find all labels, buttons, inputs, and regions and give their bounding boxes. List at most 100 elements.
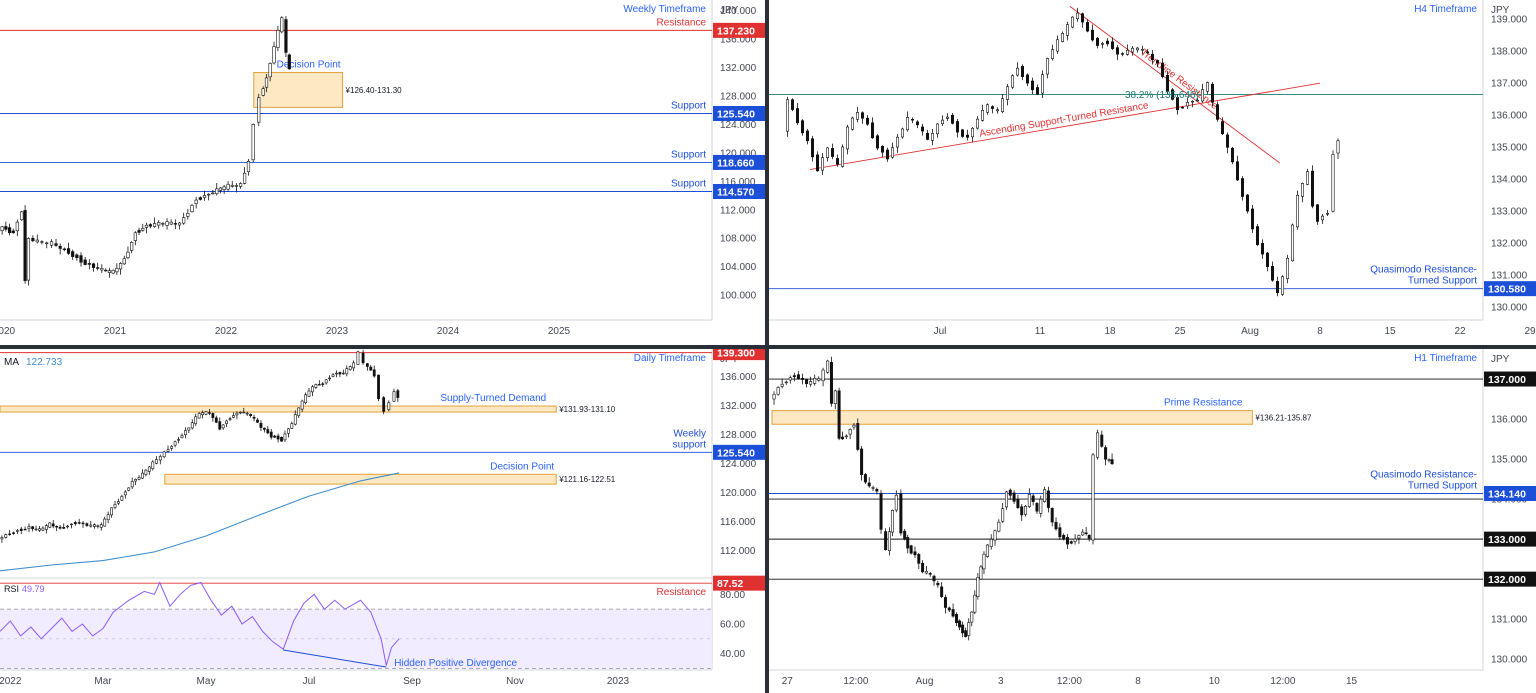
y-tick-label: 140.000 [720,6,757,17]
candle-body [0,226,4,231]
candle-body [256,419,259,423]
x-tick-label: Aug [1241,326,1259,337]
candle-body [1160,62,1164,77]
candle-body [1069,541,1073,544]
x-tick-label: 2022 [215,326,238,337]
level-tag-value: 139.300 [717,349,755,360]
weekly-chart-svg[interactable]: JPY Weekly Timeframe 140.000 136.000 132.000… [0,0,765,345]
x-tick-label: 2023 [607,676,630,687]
candle-body [1115,47,1119,55]
candle-body [1031,495,1035,502]
candle-body [392,391,396,402]
candle-body [12,532,15,534]
candle-body [166,449,170,452]
candle-body [311,386,314,393]
candle-body [230,184,234,187]
rsi-resistance-tag: 87.52 [717,578,743,590]
candle-body [0,537,4,540]
candle-body [162,451,166,458]
candle-body [208,412,211,414]
candle-body [120,495,124,501]
y-tick-label: 128.000 [720,430,757,441]
level-label: Support [671,179,706,190]
candle-body [947,607,951,611]
candle-body [158,456,162,461]
y-tick-label: 132.000 [720,63,757,74]
daily-chart-panel[interactable]: JPYDaily Timeframe136.000132.000128.0001… [0,349,765,693]
candle-body [996,109,1000,112]
candle-body [881,145,885,153]
level-tag-bg [713,22,765,38]
candle-body [1024,506,1028,515]
candle-body [155,459,158,464]
candle-body [1006,86,1010,100]
candle-body [1305,171,1309,185]
level-tag-value: 132.000 [1488,574,1526,586]
candle-body [1084,532,1088,534]
zone-box [0,405,557,413]
candle-body [1110,41,1114,49]
x-tick-label: 12:00 [1270,676,1295,687]
candle-body [276,435,280,440]
candle-body [1145,51,1149,54]
moving-average-line [0,472,400,572]
candle-body [924,571,928,574]
zone-label: Decision Point [277,60,341,71]
h4-chart-svg[interactable]: JPY H4 Timeframe 139.000 138.000 137.000 136.… [769,0,1536,345]
candle-body [35,239,39,243]
candle-body [307,390,311,397]
candle-body [100,268,104,271]
candle-body [170,446,174,449]
zone-label: Supply-Turned Demand [440,393,546,404]
unit-label: JPY [720,5,739,16]
candle-body [387,402,391,411]
candle-body [218,421,222,430]
candle-body [348,366,352,370]
y-tick-label: 130.000 [1491,655,1528,666]
candle-body [899,493,903,534]
candle-body [26,238,31,281]
candle-body [961,129,965,137]
candle-body [238,411,242,414]
level-tag-value: 137.230 [717,25,755,37]
candle-body [913,551,917,556]
candle-body [23,210,27,281]
level-tag-bg [713,184,765,200]
candle-body [1001,508,1005,522]
level-tag-value: 114.570 [717,187,755,199]
candle-body [825,147,829,158]
candle-body [1110,459,1114,465]
candle-body [321,383,325,385]
h4-chart-panel[interactable]: JPY H4 Timeframe 139.000 138.000 137.000 136.… [769,0,1536,345]
candle-body [152,223,157,227]
level-label: Quasimodo Resistance-Turned Support [1370,469,1477,491]
weekly-chart-panel[interactable]: JPY Weekly Timeframe 140.000 136.000 132.000… [0,0,765,345]
candle-body [805,379,809,384]
candle-body [70,523,73,526]
candle-body [837,390,841,439]
candle-body [286,428,290,434]
candle-body [871,122,875,139]
candle-body [331,374,335,377]
horizontal-panel-divider[interactable] [0,345,1536,349]
candle-body [932,575,936,582]
candle-body [951,114,955,124]
x-tick-label: Jul [303,676,316,687]
level-label: Resistance [657,17,707,28]
daily-chart-svg[interactable]: JPYDaily Timeframe136.000132.000128.0001… [0,349,765,693]
h1-chart-svg[interactable]: JPY H1 Timeframe 137.000 136.000 135.000 134.… [769,349,1536,693]
candle-body [851,117,855,130]
rsi-legend-value: 49.79 [22,584,45,594]
h1-chart-panel[interactable]: JPY H1 Timeframe 137.000 136.000 135.000 134.… [769,349,1536,693]
candle-body [130,242,134,251]
level-tag-value: 130.580 [1488,284,1526,296]
candle-body [66,525,69,528]
candle-body [62,526,66,529]
y-tick-label: 138.000 [1491,47,1528,58]
candle-body [194,199,198,204]
candle-body [31,238,35,242]
candle-body [127,487,131,491]
candle-body [1035,87,1039,95]
candle-body [887,531,891,551]
level-tag-value: 118.660 [717,157,755,169]
